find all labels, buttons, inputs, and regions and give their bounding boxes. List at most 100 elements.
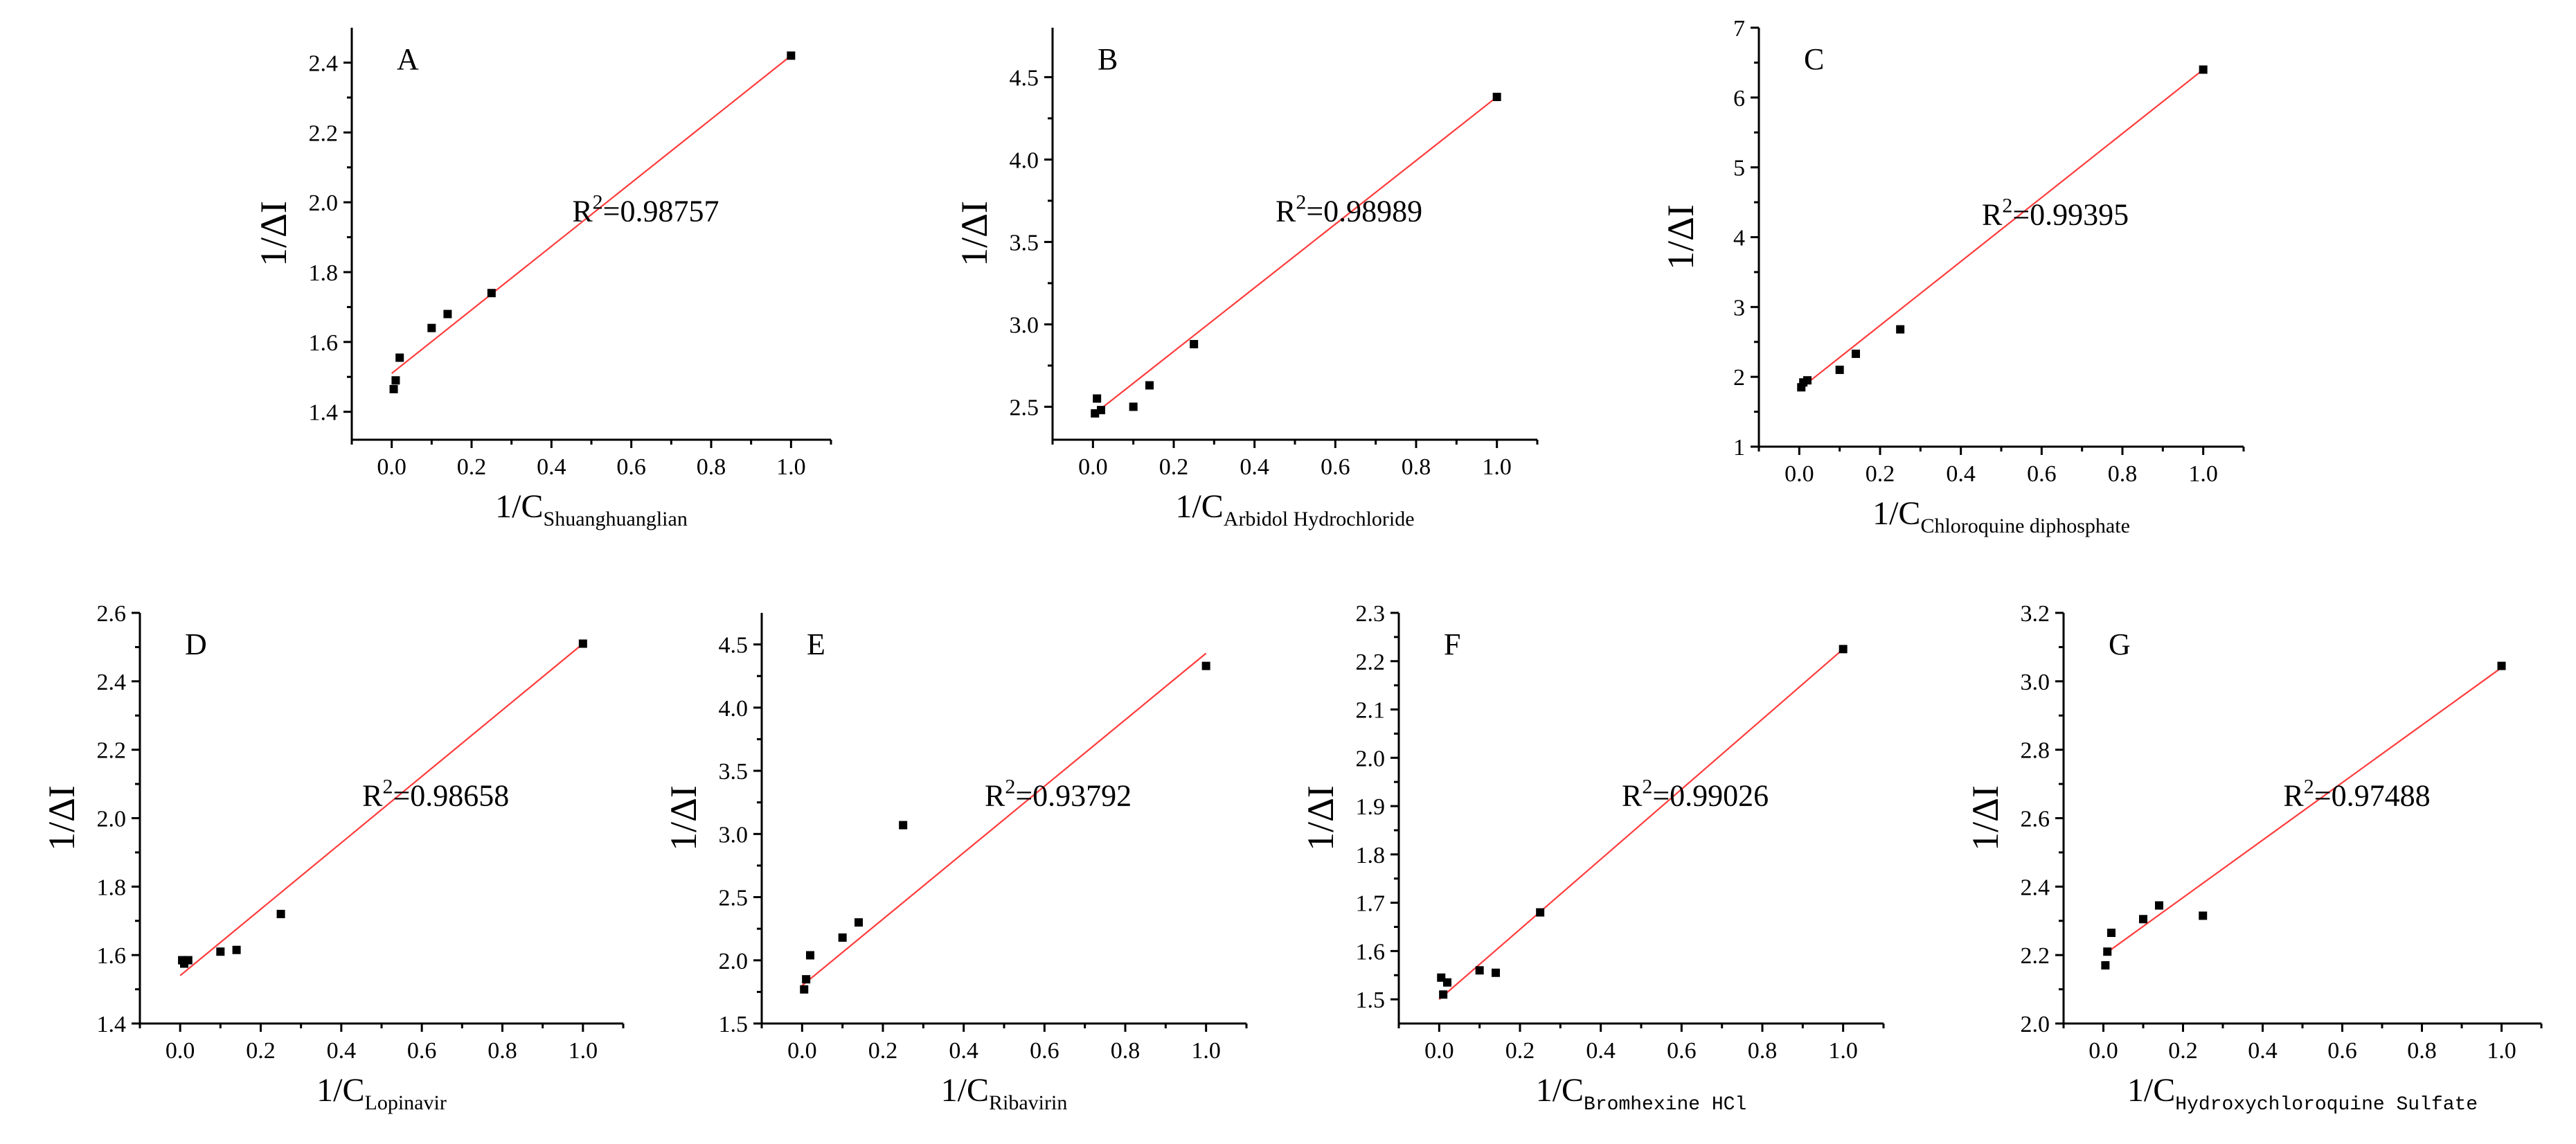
y-tick-label: 3.5 (719, 759, 749, 785)
x-tick-label: 0.0 (1424, 1038, 1454, 1064)
y-tick-label: 1.4 (97, 1012, 127, 1037)
y-tick-label: 4.0 (719, 696, 749, 722)
y-tick-label: 2.8 (2021, 738, 2050, 764)
x-tick-label: 0.8 (2407, 1038, 2437, 1064)
x-tick-label: 1.0 (776, 454, 806, 480)
y-axis-title: 1/ΔI (1660, 204, 1701, 270)
data-point (1536, 908, 1545, 917)
chart-panel-e: 0.0 0.2 0.4 0.6 0.8 1.0 1.5 2.0 2.5 3.0 3.5 4.0 4.5 E… (663, 613, 1248, 1114)
data-point (487, 289, 496, 298)
y-tick-label: 2.0 (2021, 1012, 2050, 1037)
x-axis-title: 1/CShuanghuanglian (495, 488, 688, 530)
x-tick-label: 0.0 (166, 1038, 195, 1064)
y-tick-label: 6 (1733, 86, 1745, 111)
data-point (2199, 911, 2208, 920)
y-tick-label: 1.6 (97, 943, 127, 969)
x-axis-title: 1/CHydroxychloroquine Sulfate (2127, 1072, 2478, 1116)
y-tick-label: 2 (1733, 365, 1745, 391)
y-tick-label: 2.2 (309, 120, 339, 146)
x-tick-label: 0.8 (697, 454, 726, 480)
chart-panel-b: 0.0 0.2 0.4 0.6 0.8 1.0 2.5 3.0 3.5 4.0 4.5 B R2=0.9… (954, 28, 1539, 530)
r-squared-label: R2=0.98989 (1276, 191, 1422, 229)
data-point (427, 323, 436, 332)
data-point (838, 933, 847, 942)
y-tick-label: 2.3 (1356, 601, 1386, 627)
data-point (1492, 92, 1501, 101)
y-tick-label: 2.6 (2021, 807, 2050, 832)
y-tick-label: 7 (1733, 16, 1745, 42)
x-tick-label: 0.2 (1505, 1038, 1535, 1064)
y-tick-label: 4.5 (719, 633, 749, 659)
y-tick-label: 3.2 (2021, 601, 2050, 627)
panel-letter: D (185, 627, 207, 661)
data-point (1443, 978, 1451, 987)
x-tick-label: 0.6 (1667, 1038, 1697, 1064)
fit-line (1798, 69, 2204, 391)
y-tick-label: 2.2 (1356, 650, 1386, 675)
y-tick-label: 1.8 (1356, 843, 1386, 868)
fit-line (1438, 648, 1844, 1000)
y-tick-label: 1.9 (1356, 794, 1386, 820)
x-tick-label: 0.4 (2248, 1038, 2278, 1064)
x-tick-label: 0.6 (616, 454, 646, 480)
panel-letter: G (2109, 627, 2131, 661)
fit-line (801, 652, 1207, 987)
data-point (2199, 65, 2208, 74)
data-point (1803, 376, 1812, 385)
data-point (2155, 901, 2163, 910)
data-point (1093, 394, 1102, 403)
chart-panel-f: 0.0 0.2 0.4 0.6 0.8 1.0 1.5 1.6 1.7 1.8 1.9 2.0 2.1 2… (1300, 601, 1885, 1116)
data-point (1839, 645, 1848, 654)
y-axis-title: 1/ΔI (663, 785, 704, 851)
data-point (1097, 406, 1105, 415)
y-axis-title: 1/ΔI (1300, 785, 1341, 851)
data-point (1492, 968, 1500, 977)
x-tick-label: 1.0 (1482, 454, 1512, 480)
data-point (855, 918, 863, 927)
y-tick-label: 1.8 (97, 875, 127, 900)
x-axis-title: 1/CLopinavir (316, 1072, 447, 1114)
y-tick-label: 2.4 (309, 51, 339, 76)
y-tick-label: 2.1 (1356, 698, 1386, 724)
data-point (578, 639, 587, 648)
data-point (1475, 966, 1484, 975)
y-tick-label: 1.5 (719, 1012, 749, 1037)
data-point (2101, 960, 2110, 969)
data-point (787, 51, 796, 60)
y-tick-label: 1 (1733, 435, 1745, 461)
y-tick-label: 2.0 (1356, 746, 1386, 771)
data-point (899, 821, 908, 830)
x-tick-label: 1.0 (569, 1038, 598, 1064)
chart-panel-g: 0.0 0.2 0.4 0.6 0.8 1.0 2.0 2.2 2.4 2.6 2.8 3.0 3.2 G… (1965, 601, 2543, 1116)
chart-panel-d: 0.0 0.2 0.4 0.6 0.8 1.0 1.4 1.6 1.8 2.0 2.2 2.4 2.6 D… (41, 601, 625, 1114)
x-axis-title: 1/CChloroquine diphosphate (1872, 495, 2130, 537)
y-tick-label: 4.0 (1010, 148, 1039, 173)
r-squared-label: R2=0.97488 (2283, 776, 2430, 813)
y-axis-title: 1/ΔI (954, 201, 995, 267)
y-tick-label: 2.6 (97, 601, 127, 627)
x-axis-title: 1/CBromhexine HCl (1536, 1072, 1747, 1116)
y-tick-label: 4.5 (1010, 65, 1039, 91)
panel-letter: B (1098, 42, 1118, 76)
y-tick-label: 2.5 (719, 886, 749, 911)
r-squared-label: R2=0.98658 (362, 776, 509, 813)
data-point (232, 945, 241, 954)
data-point (2107, 929, 2116, 938)
x-tick-label: 1.0 (2188, 461, 2218, 487)
x-tick-label: 0.4 (537, 454, 566, 480)
x-tick-label: 0.2 (868, 1038, 898, 1064)
data-point (1129, 402, 1138, 411)
x-tick-label: 0.6 (2327, 1038, 2357, 1064)
x-tick-label: 0.6 (1030, 1038, 1059, 1064)
data-point (184, 956, 193, 965)
x-axis-title: 1/CRibavirin (941, 1072, 1068, 1114)
x-tick-label: 0.2 (1159, 454, 1189, 480)
data-point (806, 951, 814, 960)
y-tick-label: 1.8 (309, 260, 339, 286)
y-tick-label: 2.4 (97, 670, 127, 695)
y-tick-label: 1.5 (1356, 987, 1386, 1013)
x-tick-label: 0.8 (2108, 461, 2138, 487)
data-point (1835, 366, 1844, 375)
y-axis-title: 1/ΔI (1965, 785, 2006, 851)
data-point (216, 947, 225, 956)
